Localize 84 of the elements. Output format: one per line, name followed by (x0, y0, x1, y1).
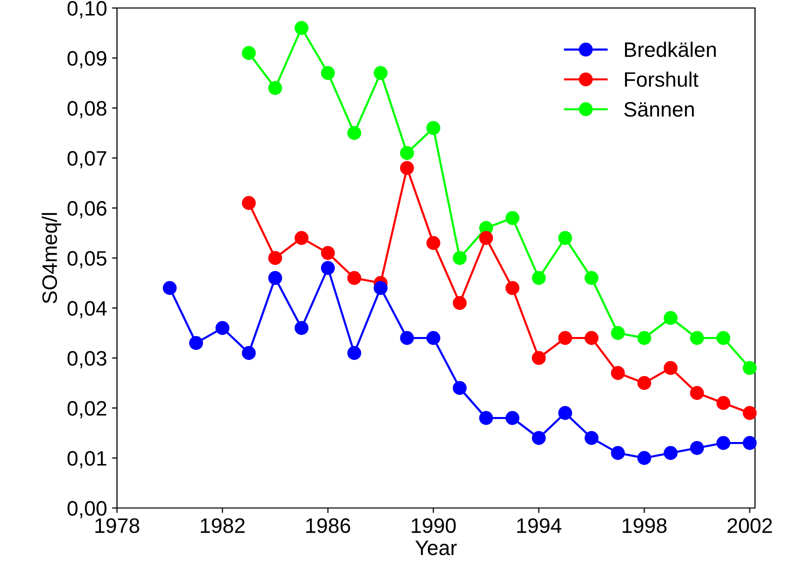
point (532, 271, 546, 285)
point (320, 246, 335, 260)
point (162, 281, 177, 295)
y-tick-label: 0,02 (68, 401, 106, 418)
point (637, 331, 652, 345)
x-tick-label: 1990 (412, 518, 456, 534)
point (216, 321, 230, 335)
y-tick-label: 0,04 (68, 301, 107, 318)
point (690, 331, 704, 345)
y-tick-label: 0,03 (68, 351, 106, 368)
point (268, 251, 282, 265)
point (558, 406, 572, 420)
point (584, 331, 598, 345)
y-tick-label: 0,08 (68, 101, 106, 118)
point (637, 376, 652, 390)
point (452, 296, 467, 310)
point (268, 81, 282, 95)
point (320, 66, 335, 80)
point (610, 326, 625, 340)
point (506, 411, 520, 425)
point (664, 311, 678, 325)
point (610, 446, 625, 460)
x-tick-label: 1998 (622, 518, 667, 534)
y-axis-title: SO4meq/l (42, 213, 62, 304)
point (479, 231, 494, 245)
point (742, 436, 757, 450)
point (426, 331, 440, 345)
point (506, 281, 520, 295)
point (452, 251, 467, 265)
point (479, 411, 494, 425)
point (426, 236, 440, 250)
point (690, 386, 704, 400)
point (742, 361, 757, 375)
point (347, 126, 362, 140)
point (347, 271, 362, 285)
point (400, 331, 414, 345)
y-tick-label: 0,10 (68, 1, 106, 18)
y-tick-label: 0,06 (68, 201, 106, 218)
point (506, 211, 520, 225)
point (452, 381, 467, 395)
point (716, 331, 730, 345)
legend-label: Sännen (624, 102, 694, 117)
point (294, 321, 308, 335)
point (558, 331, 572, 345)
point (242, 196, 256, 210)
point (716, 396, 730, 410)
y-tick-label: 0,09 (68, 51, 106, 68)
point (558, 231, 572, 245)
point (320, 261, 335, 275)
point (400, 161, 414, 175)
point (742, 406, 757, 420)
point (716, 436, 730, 450)
point (242, 346, 256, 360)
y-tick-label: 0,00 (68, 501, 106, 518)
x-tick-label: 1982 (200, 518, 245, 534)
point (374, 281, 388, 295)
point (242, 46, 256, 60)
point (584, 431, 598, 445)
point (664, 446, 678, 460)
point (610, 366, 625, 380)
x-tick-label: 2002 (728, 518, 772, 534)
point (374, 66, 388, 80)
point (347, 346, 362, 360)
legend-label: Bredkälen (625, 42, 716, 58)
point (426, 121, 440, 135)
x-tick-label: 1978 (95, 518, 140, 534)
x-axis-title: Year (415, 540, 457, 556)
point (690, 441, 704, 455)
legend-label: Forshult (625, 72, 698, 87)
point (637, 451, 652, 465)
point (532, 351, 546, 365)
point (268, 271, 282, 285)
y-tick-label: 0,07 (68, 151, 106, 168)
x-tick-label: 1986 (306, 518, 350, 534)
point (294, 231, 308, 245)
y-tick-label: 0,05 (68, 251, 106, 268)
x-tick-label: 1994 (517, 518, 562, 534)
point (189, 336, 204, 350)
point (400, 146, 414, 160)
point (532, 431, 546, 445)
y-tick-label: 0,01 (68, 451, 106, 468)
point (664, 361, 678, 375)
point (294, 21, 308, 35)
point (584, 271, 598, 285)
